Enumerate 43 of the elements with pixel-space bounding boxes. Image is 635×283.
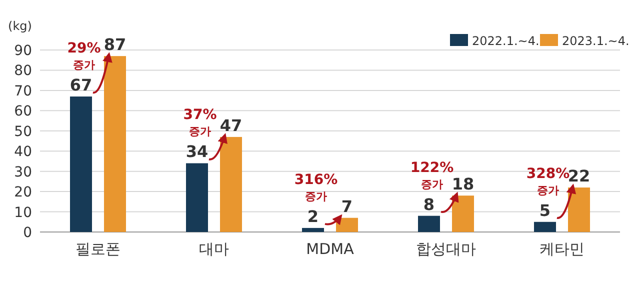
y-tick-label: 60 xyxy=(14,104,32,120)
data-label: 47 xyxy=(220,116,242,135)
legend-label: 2022.1.~4. xyxy=(472,34,540,48)
bar xyxy=(186,163,208,232)
bar xyxy=(418,216,440,232)
bar xyxy=(70,96,92,232)
annotation: 328% 증가 xyxy=(526,166,570,197)
x-tick-label: 합성대마 xyxy=(416,240,476,258)
y-tick-label: 20 xyxy=(14,184,32,201)
annotation: 316% 증가 xyxy=(294,172,338,203)
annotation: 37% 증가 xyxy=(183,107,217,138)
y-tick-label: 90 xyxy=(14,43,32,59)
legend-label: 2023.1.~4. xyxy=(562,34,630,48)
annotation: 122% 증가 xyxy=(410,160,454,191)
x-tick-label: 케타민 xyxy=(540,240,584,258)
y-tick-label: 70 xyxy=(14,83,32,100)
bar xyxy=(302,228,324,232)
bar xyxy=(534,222,556,232)
x-tick-label: 필로폰 xyxy=(76,240,120,258)
y-tick-label: 0 xyxy=(23,225,32,241)
bar xyxy=(336,218,358,232)
data-label: 2 xyxy=(307,206,319,226)
data-label: 8 xyxy=(423,194,435,214)
bar xyxy=(452,196,474,232)
data-label: 87 xyxy=(104,35,126,54)
y-tick-label: 50 xyxy=(14,124,32,140)
bar xyxy=(220,136,242,232)
data-label: 18 xyxy=(452,174,474,194)
bar xyxy=(568,188,590,232)
data-label: 5 xyxy=(539,200,551,220)
y-tick-label: 40 xyxy=(14,144,32,160)
y-tick-label: 30 xyxy=(14,164,32,180)
x-tick-label: 대마 xyxy=(199,240,229,258)
data-label: 34 xyxy=(186,142,208,162)
bar xyxy=(104,56,126,232)
y-axis-title: (kg) xyxy=(8,19,32,33)
data-label: 67 xyxy=(70,76,92,95)
x-tick-label: MDMA xyxy=(306,240,355,258)
y-tick-label: 80 xyxy=(14,63,32,80)
data-label: 22 xyxy=(568,166,590,186)
y-tick-label: 10 xyxy=(14,204,32,221)
annotation: 29% 증가 xyxy=(67,40,101,72)
data-label: 7 xyxy=(341,196,353,216)
